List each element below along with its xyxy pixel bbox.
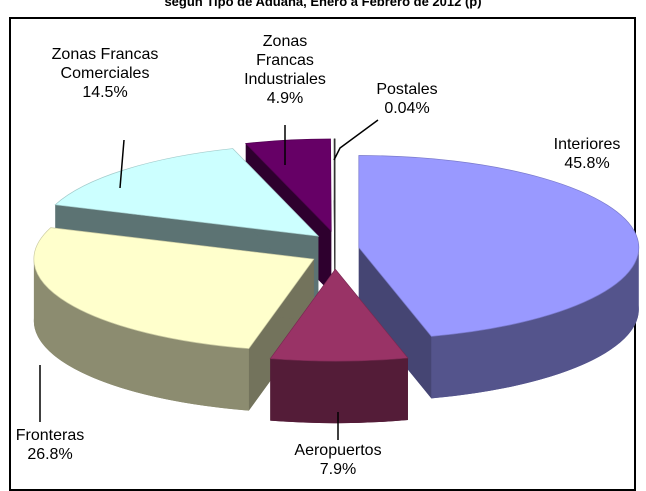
category-label: Interiores (553, 136, 621, 153)
slice (358, 155, 640, 337)
slice (333, 138, 336, 231)
slice-label: Postales 0.04% (342, 80, 472, 118)
slice-label: Fronteras 26.8% (0, 426, 115, 464)
category-label: Zonas Francas Comerciales (51, 46, 159, 82)
value-label: 45.8% (564, 155, 610, 172)
slice (269, 268, 409, 362)
value-label: 4.9% (266, 90, 304, 107)
value-label: 14.5% (82, 84, 128, 101)
slice-label: Interiores 45.8% (522, 135, 646, 173)
value-label: 26.8% (27, 446, 73, 463)
slice (33, 227, 315, 349)
category-label: Fronteras (15, 427, 85, 444)
slice-label: Aeropuertos 7.9% (273, 441, 403, 479)
slices (33, 138, 640, 424)
leader-lines (39, 119, 379, 440)
slice-wall (33, 259, 249, 411)
slice-label: Zonas Francas Comerciales 14.5% (50, 45, 160, 102)
category-label: Postales (376, 81, 438, 98)
slice-side (358, 247, 432, 399)
value-label: 7.9% (319, 461, 357, 478)
slice-wall (431, 247, 639, 399)
chart-title: según Tipo de Aduana, Enero a Febrero de… (164, 0, 482, 9)
category-label: Aeropuertos (294, 442, 382, 459)
value-label: 0.04% (384, 100, 430, 117)
leader-line (119, 139, 125, 189)
category-label: Zonas Francas Industriales (244, 33, 326, 88)
slice-label: Zonas Francas Industriales 4.9% (235, 32, 335, 108)
slice-wall (270, 358, 408, 424)
leader-line (333, 119, 379, 161)
slice (244, 138, 332, 232)
slice (54, 148, 320, 237)
